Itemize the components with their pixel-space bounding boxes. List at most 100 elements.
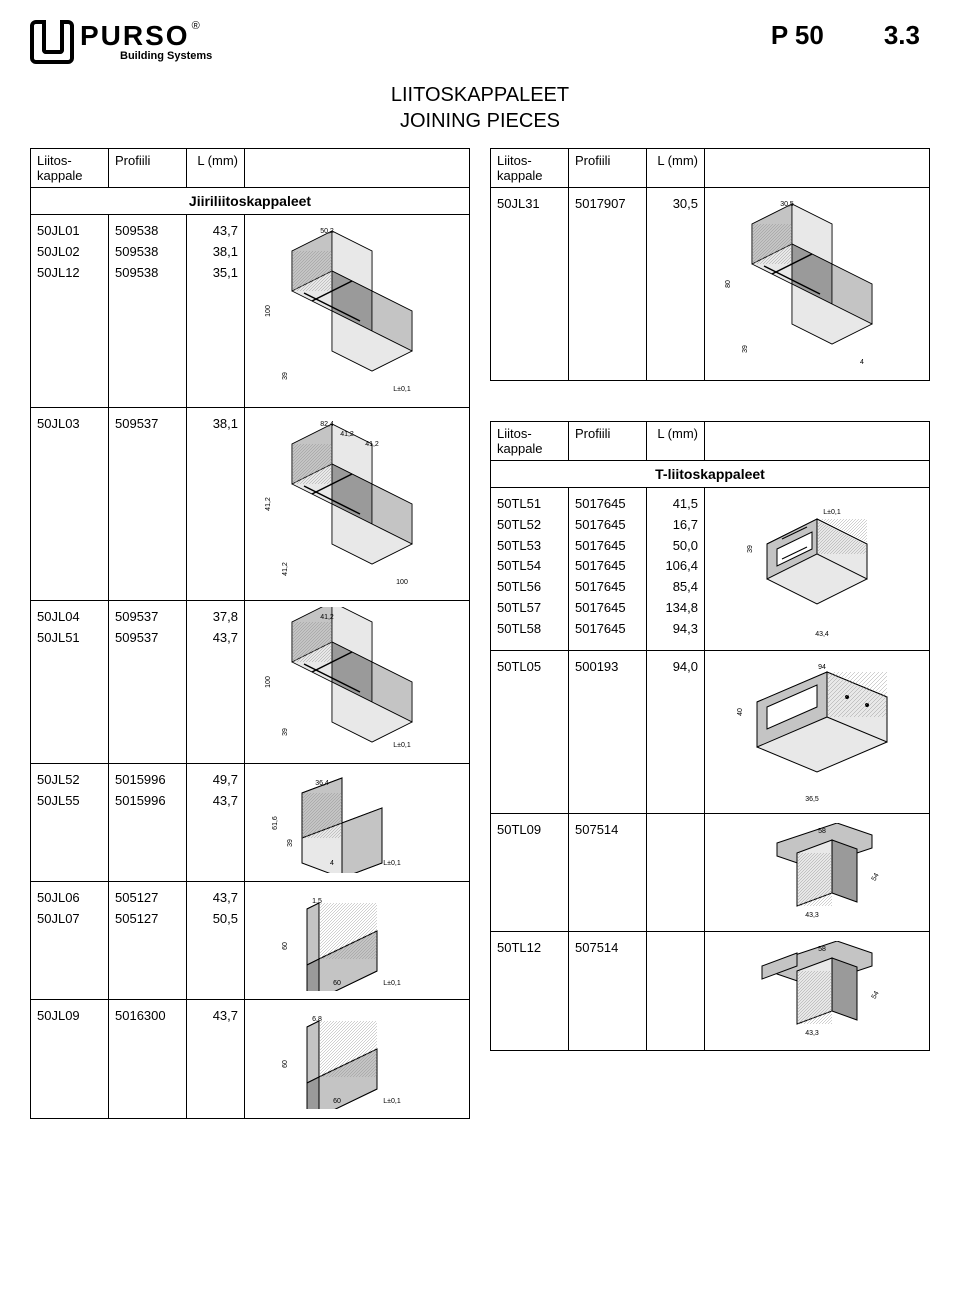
- length-value: 38,1: [193, 242, 238, 263]
- svg-text:41,2: 41,2: [365, 441, 379, 448]
- part-diagram-icon: 1,5 60 60 L±0,1: [245, 882, 469, 999]
- svg-text:L±0,1: L±0,1: [383, 860, 401, 867]
- svg-text:60: 60: [333, 1098, 341, 1105]
- part-number: 50JL03: [37, 414, 102, 435]
- title-fi: LIITOSKAPPALEET: [30, 82, 930, 108]
- table-row: 50JL5250JL55 50159965015996 49,743,7 36,…: [31, 764, 469, 882]
- profile-number: 5017645: [575, 577, 640, 598]
- profile-number: 509538: [115, 263, 180, 284]
- svg-text:1,5: 1,5: [312, 898, 322, 905]
- profile-number: 500193: [575, 657, 640, 678]
- length-value: 30,5: [653, 194, 698, 215]
- length-value: 16,7: [653, 515, 698, 536]
- table-row: 50JL03 509537 38,1 82,4 41,2 41,2 100: [31, 408, 469, 601]
- part-diagram-icon: 36,4 61,6 39 4 L±0,1: [245, 764, 469, 881]
- svg-text:6,8: 6,8: [312, 1016, 322, 1023]
- part-number: 50JL55: [37, 791, 102, 812]
- profile-number: 5017645: [575, 556, 640, 577]
- svg-text:80: 80: [725, 280, 732, 288]
- table-row: 50JL0150JL0250JL12 509538509538509538 43…: [31, 215, 469, 408]
- part-number: 50TL57: [497, 598, 562, 619]
- svg-text:L±0,1: L±0,1: [383, 980, 401, 987]
- length-value: 43,7: [193, 1006, 238, 1027]
- part-diagram-icon: L±0,1 39 43,4: [705, 488, 929, 650]
- length-value: 43,7: [193, 791, 238, 812]
- part-number: 50TL56: [497, 577, 562, 598]
- svg-text:58: 58: [818, 946, 826, 953]
- svg-text:39: 39: [282, 372, 289, 380]
- col-header-part: Liitos- kappale: [31, 149, 109, 187]
- part-number: 50TL05: [497, 657, 562, 678]
- col-header-length: L (mm): [647, 422, 705, 460]
- col-header-profile: Profiili: [569, 149, 647, 187]
- part-number: 50TL09: [497, 820, 562, 841]
- part-diagram-icon: 82,4 41,2 41,2 100 41,241,2: [245, 408, 469, 600]
- profile-number: 505127: [115, 909, 180, 930]
- svg-text:40: 40: [737, 708, 744, 716]
- svg-text:L±0,1: L±0,1: [383, 1098, 401, 1105]
- part-number: 50TL51: [497, 494, 562, 515]
- part-diagram-icon: 30,5 80 39 4: [705, 188, 929, 380]
- svg-text:100: 100: [396, 579, 408, 586]
- table-row: 50TL12 507514 58 54 43,3: [491, 932, 929, 1050]
- section-code: 3.3: [884, 20, 920, 51]
- profile-number: 5017645: [575, 598, 640, 619]
- section-title-t: T-liitoskappaleet: [491, 461, 929, 488]
- part-diagram-icon: 50,2 100 39 L±0,1: [245, 215, 469, 407]
- table-row: 50TL05 500193 94,0 94 40 36,5: [491, 651, 929, 814]
- length-value: 49,7: [193, 770, 238, 791]
- svg-text:58: 58: [818, 828, 826, 835]
- part-diagram-icon: 41,2 100 39 L±0,1: [245, 601, 469, 763]
- length-value: 41,5: [653, 494, 698, 515]
- svg-text:60: 60: [282, 1060, 289, 1068]
- length-value: 106,4: [653, 556, 698, 577]
- part-diagram-icon: 6,8 60 60 L±0,1: [245, 1000, 469, 1118]
- part-number: 50JL31: [497, 194, 562, 215]
- length-value: 43,7: [193, 888, 238, 909]
- part-number: 50JL04: [37, 607, 102, 628]
- profile-number: 5017645: [575, 494, 640, 515]
- brand-tagline: Building Systems: [120, 50, 212, 62]
- svg-text:41,2: 41,2: [320, 614, 334, 621]
- length-value: 38,1: [193, 414, 238, 435]
- svg-text:39: 39: [747, 545, 754, 553]
- svg-text:4: 4: [860, 359, 864, 366]
- svg-text:100: 100: [265, 676, 272, 688]
- table-row: 50JL09 5016300 43,7 6,8 60 60 L±0,1: [31, 1000, 469, 1118]
- profile-number: 5015996: [115, 791, 180, 812]
- svg-text:94: 94: [818, 664, 826, 671]
- profile-number: 509537: [115, 607, 180, 628]
- table-header: Liitos- kappale Profiili L (mm): [491, 422, 929, 461]
- profile-number: 509538: [115, 221, 180, 242]
- svg-text:39: 39: [287, 839, 294, 847]
- part-number: 50TL54: [497, 556, 562, 577]
- col-header-length: L (mm): [187, 149, 245, 187]
- col-header-part: Liitos- kappale: [491, 422, 569, 460]
- logo-mark-icon: [30, 20, 74, 64]
- svg-text:4: 4: [330, 860, 334, 867]
- part-number: 50JL01: [37, 221, 102, 242]
- table-row: 50TL09 507514 58 54 43,3: [491, 814, 929, 932]
- table-row: 50JL0450JL51 509537509537 37,843,7 41,2 …: [31, 601, 469, 764]
- table-row: 50JL31 5017907 30,5 30,5 80 39 4: [491, 188, 929, 380]
- length-value: 94,3: [653, 619, 698, 640]
- part-diagram-icon: 94 40 36,5: [705, 651, 929, 813]
- right-bottom-table: Liitos- kappale Profiili L (mm) T-liitos…: [490, 421, 930, 1051]
- profile-number: 5017645: [575, 619, 640, 640]
- col-header-profile: Profiili: [109, 149, 187, 187]
- svg-text:L±0,1: L±0,1: [393, 742, 411, 749]
- svg-text:54: 54: [871, 872, 881, 882]
- svg-text:60: 60: [282, 942, 289, 950]
- col-header-profile: Profiili: [569, 422, 647, 460]
- svg-text:36,5: 36,5: [805, 796, 819, 803]
- svg-text:39: 39: [742, 345, 749, 353]
- profile-number: 5017645: [575, 536, 640, 557]
- profile-number: 507514: [575, 820, 640, 841]
- product-code: P 50: [771, 20, 824, 51]
- profile-number: 5016300: [115, 1006, 180, 1027]
- part-number: 50JL09: [37, 1006, 102, 1027]
- part-number: 50JL02: [37, 242, 102, 263]
- col-header-part: Liitos- kappale: [491, 149, 569, 187]
- main-columns: Liitos- kappale Profiili L (mm) Jiirilii…: [30, 148, 930, 1133]
- svg-text:50,2: 50,2: [320, 228, 334, 235]
